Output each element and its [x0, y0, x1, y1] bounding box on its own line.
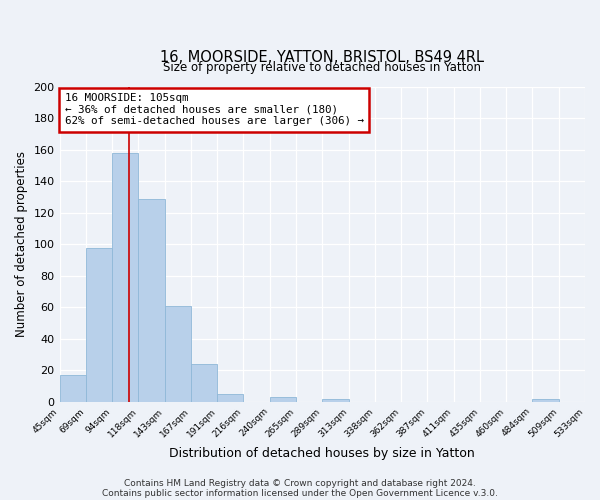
- Bar: [59, 375, 86, 402]
- Bar: [191, 364, 217, 402]
- Text: Contains public sector information licensed under the Open Government Licence v.: Contains public sector information licen…: [102, 488, 498, 498]
- Text: Contains HM Land Registry data © Crown copyright and database right 2024.: Contains HM Land Registry data © Crown c…: [124, 478, 476, 488]
- Text: Size of property relative to detached houses in Yatton: Size of property relative to detached ho…: [163, 62, 481, 74]
- Bar: [112, 153, 139, 402]
- Bar: [164, 306, 191, 402]
- Bar: [139, 198, 164, 402]
- Title: 16, MOORSIDE, YATTON, BRISTOL, BS49 4RL: 16, MOORSIDE, YATTON, BRISTOL, BS49 4RL: [160, 50, 484, 65]
- Text: 16 MOORSIDE: 105sqm
← 36% of detached houses are smaller (180)
62% of semi-detac: 16 MOORSIDE: 105sqm ← 36% of detached ho…: [65, 94, 364, 126]
- Bar: [217, 394, 244, 402]
- Y-axis label: Number of detached properties: Number of detached properties: [15, 152, 28, 338]
- Bar: [532, 398, 559, 402]
- X-axis label: Distribution of detached houses by size in Yatton: Distribution of detached houses by size …: [169, 447, 475, 460]
- Bar: [322, 398, 349, 402]
- Bar: [270, 397, 296, 402]
- Bar: [86, 248, 112, 402]
